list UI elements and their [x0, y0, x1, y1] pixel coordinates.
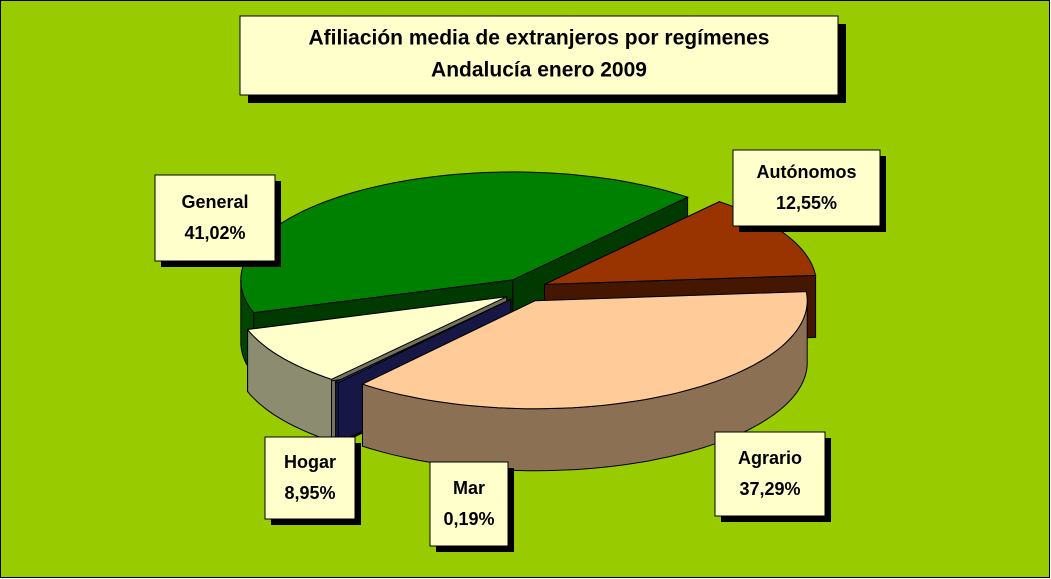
slice: [361, 291, 808, 410]
chart-subtitle: Andalucía enero 2009: [431, 59, 647, 82]
label-box: [264, 436, 356, 520]
category-label: Agrario: [738, 448, 802, 468]
value-label: 41,02%: [184, 223, 245, 243]
slice: [246, 296, 507, 380]
pie: [240, 171, 817, 472]
chart-title: Afiliación media de extranjeros por regí…: [309, 27, 770, 50]
value-label: 12,55%: [776, 193, 837, 213]
label-box: [714, 431, 826, 517]
label-box: [732, 149, 881, 227]
value-label: 8,95%: [284, 483, 335, 503]
value-label: 37,29%: [739, 479, 800, 499]
label-box: [154, 174, 276, 262]
value-label: 0,19%: [443, 509, 494, 529]
title-box: [239, 15, 839, 96]
category-label: Autónomos: [757, 162, 857, 182]
slice-side: [335, 381, 339, 446]
label-box: [429, 461, 509, 547]
slice: [334, 298, 512, 384]
slice: [240, 171, 689, 314]
labels: Autónomos 12,55% Agrario 37,29% Mar 0,19% Hoga…: [154, 149, 886, 552]
category-label: General: [181, 192, 248, 212]
category-label: Hogar: [284, 452, 336, 472]
category-label: Mar: [453, 478, 485, 498]
